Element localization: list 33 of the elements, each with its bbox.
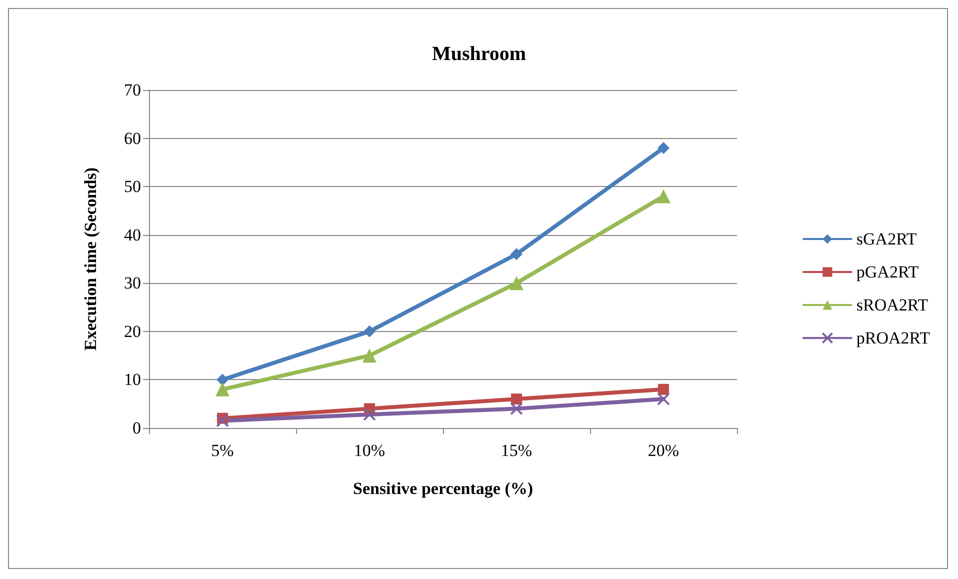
x-tick-label: 10% <box>354 441 386 460</box>
legend-label: pGA2RT <box>856 262 920 282</box>
y-tick-label: 20 <box>124 322 141 341</box>
x-tick-label: 20% <box>648 441 680 460</box>
y-tick-label: 50 <box>124 177 141 196</box>
point <box>656 189 670 204</box>
point <box>510 276 524 290</box>
x-axis-title: Sensitive percentage (%) <box>352 479 534 498</box>
legend-label: pROA2RT <box>856 328 931 348</box>
point <box>658 384 669 395</box>
chart-title: Mushroom <box>432 43 526 65</box>
point <box>363 408 376 421</box>
legend-label: sROA2RT <box>856 296 929 314</box>
y-axis-title: Execution time (Seconds) <box>81 167 100 351</box>
y-tick-label: 70 <box>124 80 141 100</box>
x-tick-label: 5% <box>211 441 234 460</box>
point <box>658 142 670 154</box>
point <box>216 382 230 396</box>
point <box>216 374 228 386</box>
point <box>364 325 376 338</box>
point <box>216 414 229 428</box>
point <box>511 394 522 405</box>
legend-label: sGA2RT <box>856 230 918 248</box>
point <box>657 392 670 406</box>
point <box>510 402 523 416</box>
y-tick-label: 60 <box>124 128 141 148</box>
x-tick-label: 15% <box>500 441 532 460</box>
y-tick-label: 30 <box>124 274 141 293</box>
y-tick-label: 10 <box>124 370 141 390</box>
y-tick-label: 0 <box>132 418 141 438</box>
y-tick-label: 40 <box>124 225 141 244</box>
point <box>362 348 376 363</box>
point <box>510 248 522 260</box>
